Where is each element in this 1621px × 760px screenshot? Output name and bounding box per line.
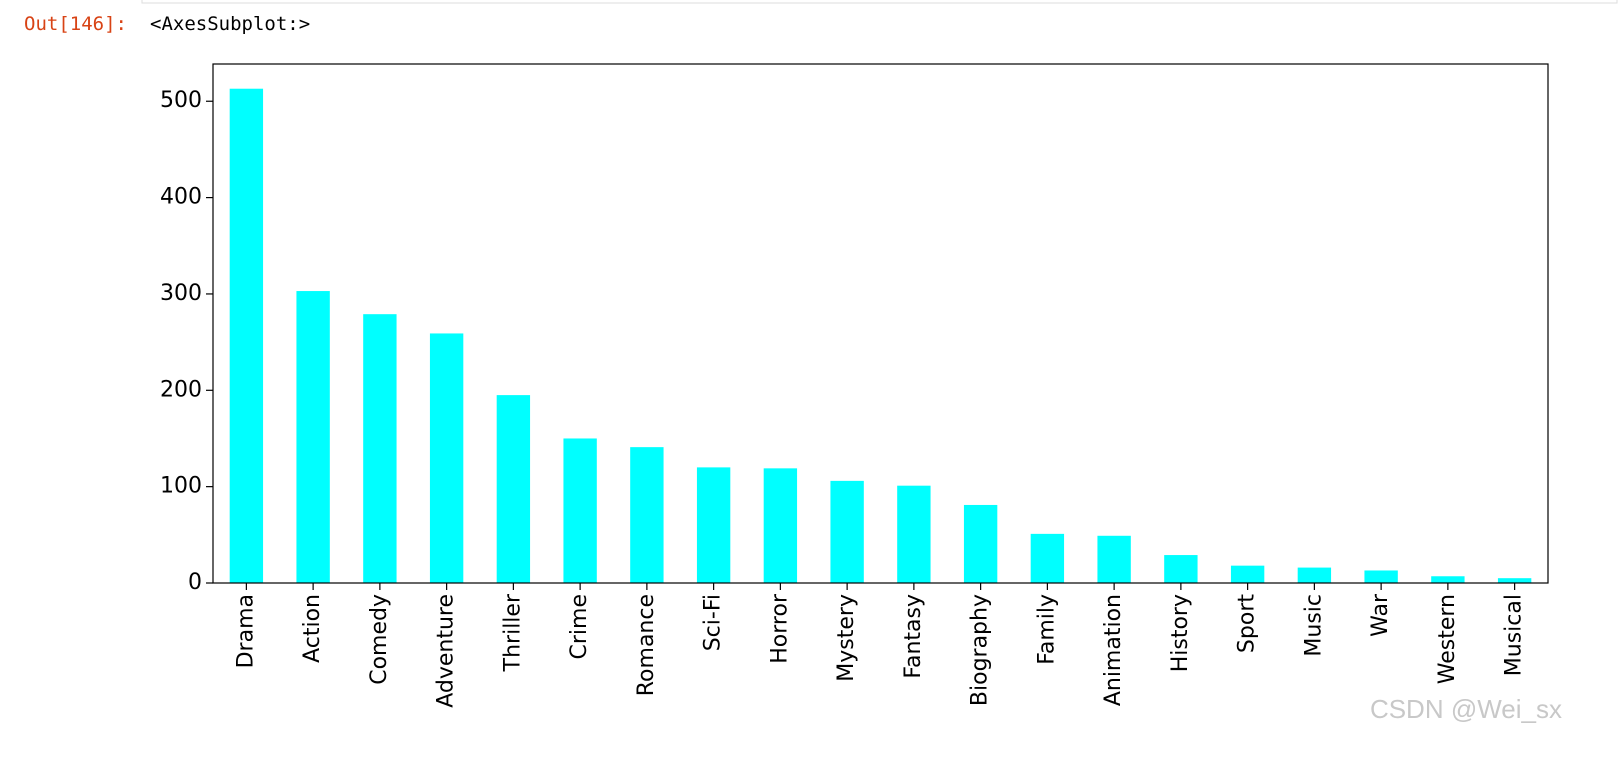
bar [1297, 567, 1332, 583]
watermark: CSDN @Wei_sx [1370, 694, 1562, 724]
bar [1497, 578, 1532, 583]
x-tick-label: Crime [567, 594, 592, 659]
bar [1164, 555, 1198, 583]
x-tick-label: History [1168, 594, 1193, 672]
axes-frame [212, 63, 1549, 584]
output-text: <AxesSubplot:> [150, 13, 310, 35]
x-tick-label: Romance [634, 594, 659, 696]
x-tick-label: Action [300, 594, 325, 663]
x-tick-label: Family [1034, 594, 1059, 665]
y-tick-label: 0 [188, 570, 202, 595]
bar [897, 485, 931, 583]
x-tick-label: War [1368, 593, 1393, 637]
bar [1097, 535, 1131, 583]
x-tick-label: Fantasy [901, 594, 926, 679]
bar [763, 468, 798, 583]
bar [296, 291, 330, 583]
y-tick-label: 300 [160, 281, 202, 306]
bar [1030, 533, 1065, 583]
x-tick-label: Biography [968, 594, 993, 706]
bar [1431, 576, 1465, 583]
x-tick-label: Sport [1235, 594, 1260, 653]
input-cell-edge [141, 0, 1618, 4]
x-tick-label: Drama [233, 594, 258, 668]
y-tick-label: 400 [160, 185, 202, 210]
bar [363, 314, 397, 583]
output-prompt: Out[146]: [24, 13, 127, 35]
x-tick-label: Comedy [367, 594, 392, 685]
chart: 0 100 200 300 400 500 Drama Action Comedy Adventu… [160, 63, 1549, 708]
x-tick-label: Sci-Fi [701, 594, 726, 651]
bar [429, 333, 464, 583]
x-tick-label: Mystery [834, 594, 859, 682]
bar [963, 504, 998, 583]
bar [630, 447, 664, 583]
bar [1364, 570, 1398, 583]
bar [830, 480, 864, 583]
y-tick-label: 200 [160, 377, 202, 402]
x-tick-label: Adventure [434, 594, 459, 708]
bar [696, 467, 731, 583]
x-tick-label: Music [1301, 594, 1326, 657]
bar [1230, 565, 1265, 583]
bar [229, 88, 264, 583]
x-tick-label: Musical [1502, 594, 1527, 676]
x-tick-label: Horror [767, 593, 792, 664]
x-tick-label: Western [1435, 594, 1460, 684]
bar [563, 438, 597, 583]
x-tick-label: Thriller [500, 593, 525, 672]
y-tick-label: 500 [160, 88, 202, 113]
x-tick-label: Animation [1101, 594, 1126, 706]
bar [496, 395, 531, 583]
y-tick-label: 100 [160, 474, 202, 499]
